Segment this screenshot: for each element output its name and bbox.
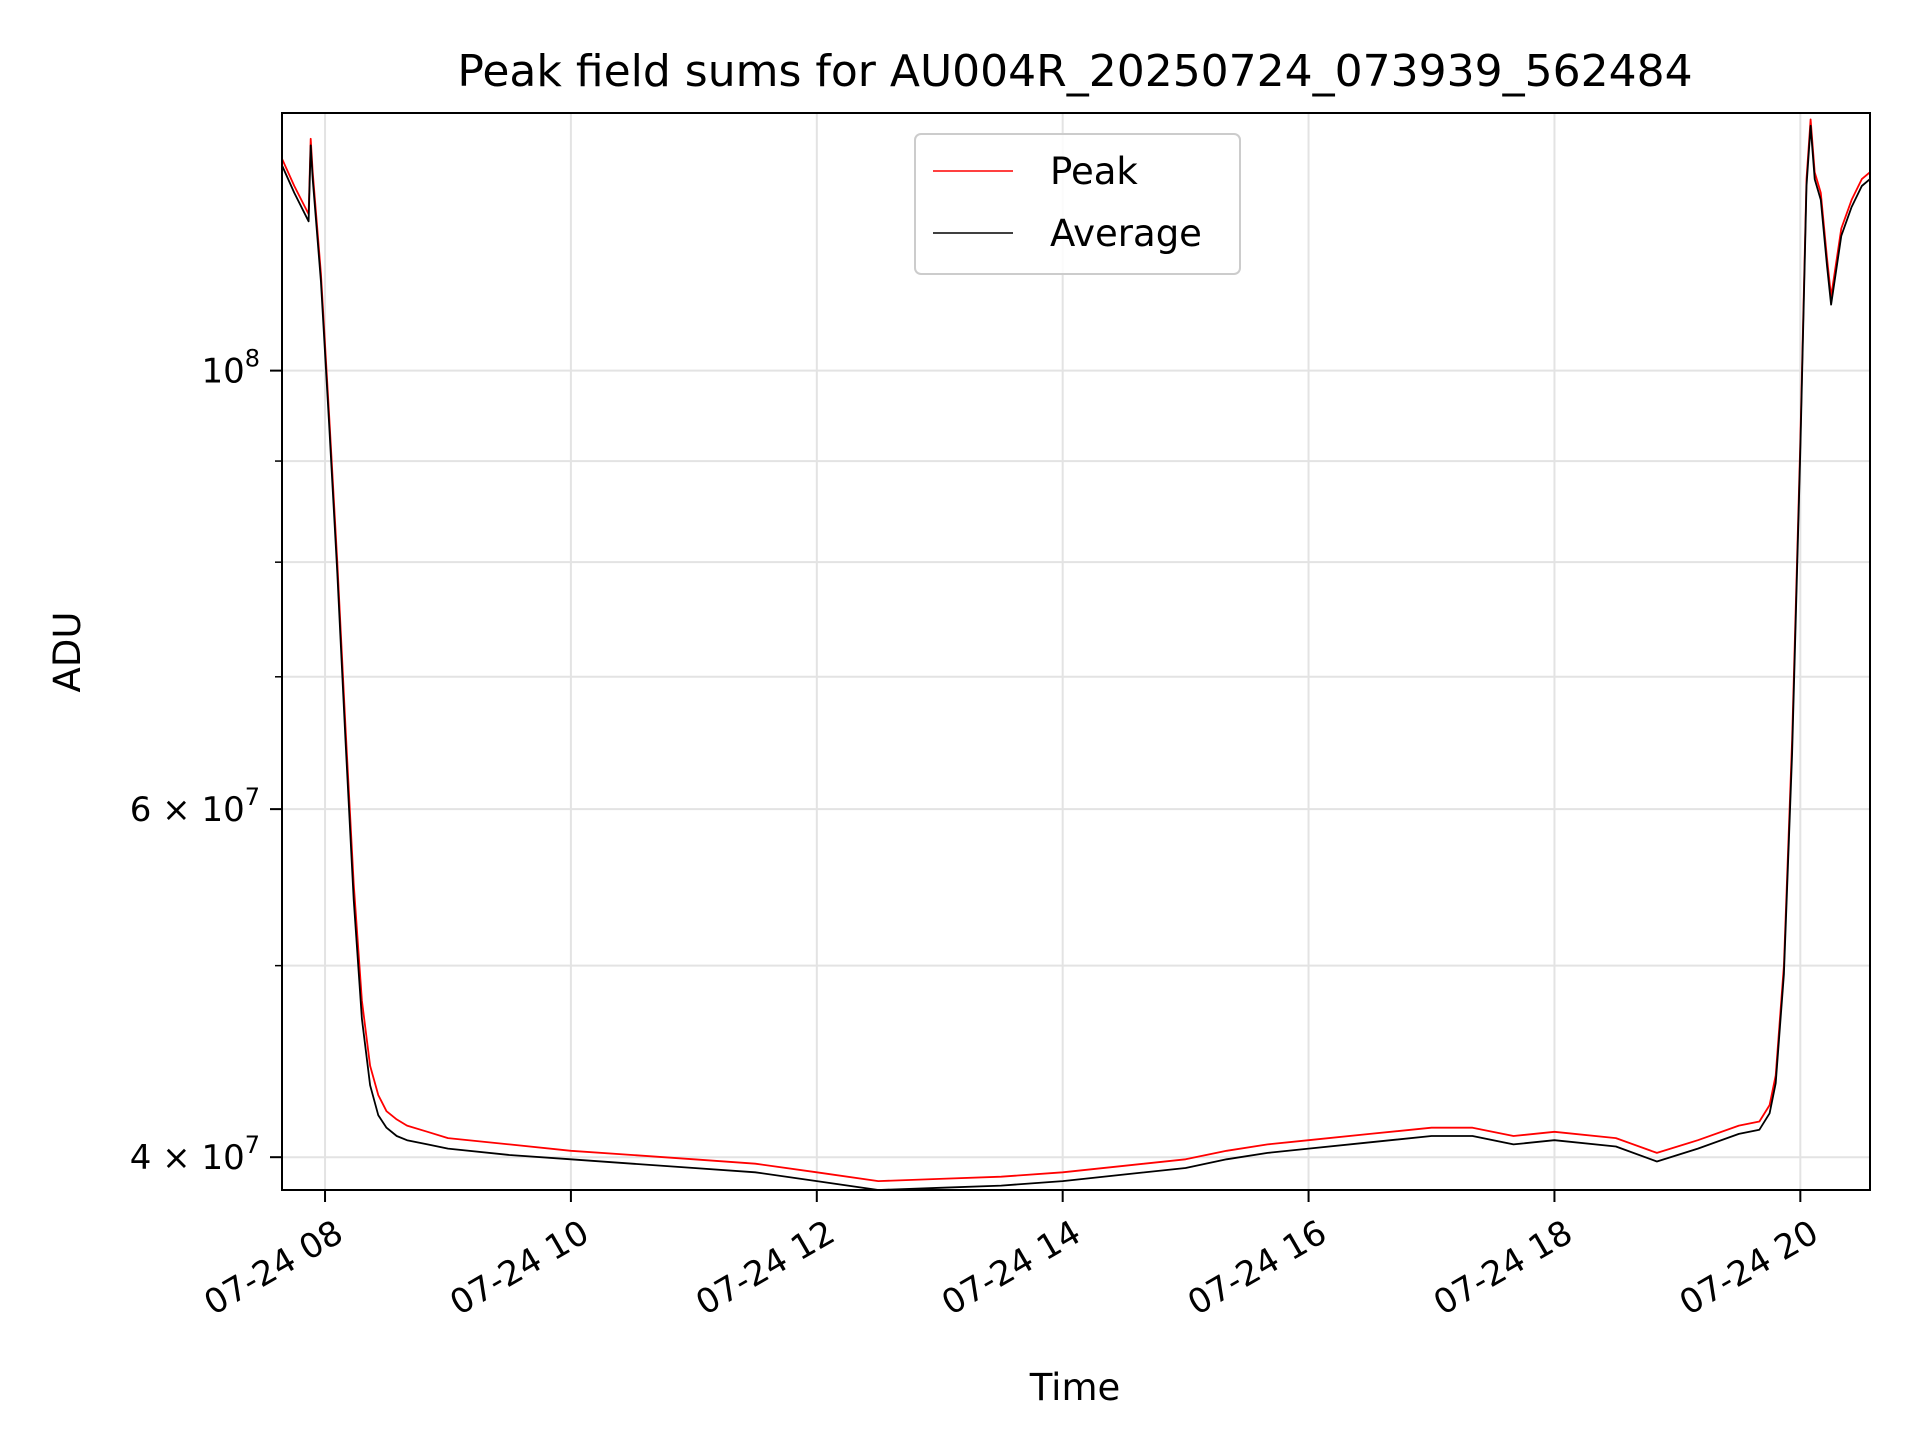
x-tick-label: 07-24 10 xyxy=(443,1213,595,1324)
series-layer xyxy=(282,118,1870,1190)
grid xyxy=(282,113,1870,1190)
x-tick-label: 07-24 12 xyxy=(689,1213,841,1324)
plot-frame xyxy=(281,112,1871,1191)
y-tick-label: 6 × 107 xyxy=(130,783,260,830)
chart-title: Peak field sums for AU004R_20250724_0739… xyxy=(457,46,1692,97)
legend: Peak Average xyxy=(914,133,1241,275)
legend-box xyxy=(914,133,1241,275)
x-tick-label: 07-24 18 xyxy=(1427,1213,1579,1324)
legend-average-label: Average xyxy=(1050,212,1202,255)
x-axis-ticks: 07-24 08 07-24 10 07-24 12 07-24 14 07-24 16… xyxy=(198,1190,1825,1324)
y-axis-ticks: 4 × 107 6 × 107 108 xyxy=(130,345,282,1178)
series-line-peak xyxy=(282,118,1870,1182)
x-tick-label: 07-24 16 xyxy=(1181,1213,1333,1324)
y-tick-label: 4 × 107 xyxy=(130,1131,260,1178)
x-tick-label: 07-24 08 xyxy=(198,1213,350,1324)
legend-peak-label: Peak xyxy=(1050,150,1138,193)
y-tick-label: 108 xyxy=(201,345,260,392)
x-axis-label: Time xyxy=(1029,1366,1121,1409)
x-tick-label: 07-24 20 xyxy=(1673,1213,1825,1324)
y-axis-label: ADU xyxy=(46,612,89,693)
series-line-average xyxy=(282,124,1870,1190)
x-tick-label: 07-24 14 xyxy=(935,1213,1087,1324)
